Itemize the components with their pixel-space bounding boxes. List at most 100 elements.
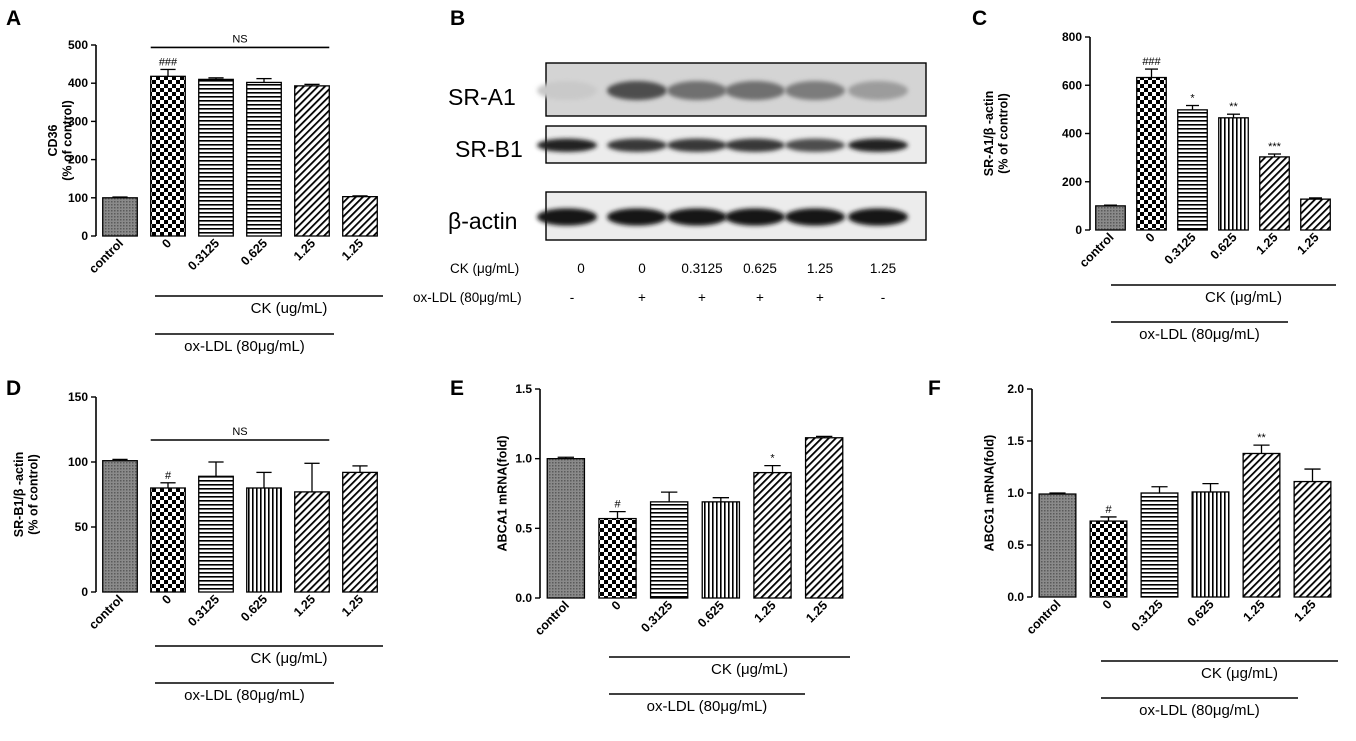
blot-band — [725, 138, 785, 152]
category-label: 1.25 — [752, 598, 779, 625]
category-label: 0 — [159, 236, 174, 251]
category-label: control — [532, 598, 572, 638]
y-axis-label: ABCA1 mRNA(fold) — [495, 436, 509, 552]
bar-0.3125 — [649, 501, 689, 599]
blot-oxldl-value: + — [638, 290, 646, 305]
blot-oxldl-value: + — [698, 290, 706, 305]
y-axis-label: CD36(% of control) — [46, 100, 74, 181]
bar-1.25 — [1259, 156, 1290, 231]
blot-row-label: SR-A1 — [448, 84, 516, 110]
y-tick-label: 0.0 — [1007, 590, 1024, 604]
significance-mark: ### — [159, 56, 178, 68]
y-tick-label: 50 — [75, 520, 89, 534]
bar-1.25 — [294, 491, 330, 593]
bar-1.25 — [294, 85, 330, 237]
group-label: ox-LDL (80μg/mL) — [647, 698, 768, 715]
blot-band — [667, 208, 727, 226]
bar-1.25 — [342, 196, 378, 237]
significance-mark: ** — [1257, 432, 1266, 444]
ns-bracket-label: NS — [232, 426, 247, 438]
significance-mark: # — [1105, 504, 1112, 516]
category-label: 0.3125 — [1162, 230, 1199, 267]
blot-band — [667, 138, 727, 152]
significance-mark: * — [1190, 93, 1195, 105]
panel-label-a: A — [6, 7, 21, 30]
panel-label-b: B — [450, 7, 465, 30]
y-tick-label: 1.0 — [515, 452, 532, 466]
category-label: 0.3125 — [1129, 597, 1166, 634]
blot-band — [537, 81, 597, 101]
y-axis-label: SR-A1/β -actin(% of control) — [982, 91, 1010, 176]
category-label: 0 — [609, 598, 624, 613]
category-label: 1.25 — [1292, 597, 1319, 624]
category-label: 1.25 — [1254, 230, 1281, 257]
blot-band — [537, 138, 597, 152]
panel-label-e: E — [450, 377, 464, 400]
bar-0.3125 — [198, 475, 234, 593]
group-label: ox-LDL (80μg/mL) — [1139, 702, 1260, 719]
chart-panel-f: 0.0 0.5 1.0 1.5 2.0 ABCG1 mRNA(fold) control #0… — [982, 382, 1338, 719]
category-label: 1.25 — [339, 592, 366, 619]
blot-ck-value: 0 — [638, 261, 646, 276]
significance-mark: ** — [1229, 101, 1238, 113]
category-label: 0.3125 — [185, 592, 222, 629]
y-tick-label: 1.5 — [1007, 434, 1024, 448]
category-label: 0 — [1100, 597, 1115, 612]
bar-0 — [598, 517, 637, 599]
category-label: 0.625 — [1185, 597, 1217, 629]
bar-0.625 — [1191, 491, 1230, 598]
blot-oxldl-value: - — [881, 290, 886, 305]
y-tick-label: 800 — [1062, 30, 1082, 44]
y-tick-label: 200 — [1062, 175, 1082, 189]
category-label: 0.625 — [1208, 230, 1240, 262]
group-label: CK (ug/mL) — [251, 300, 328, 317]
blot-oxldl-value: + — [756, 290, 764, 305]
group-label: ox-LDL (80μg/mL) — [184, 687, 305, 704]
chart-panel-d: 0 50 100 150 SR-B1/β -actin(% of control) con… — [12, 390, 383, 704]
blot-ck-value: 1.25 — [870, 261, 896, 276]
panel-label-c: C — [972, 7, 987, 30]
y-tick-label: 2.0 — [1007, 382, 1024, 396]
blot-band — [725, 208, 785, 226]
blot-band — [848, 208, 908, 226]
bar-0.3125 — [1140, 492, 1179, 598]
western-blot-panel-b: SR-A1 SR-B1 β-actin CK (μg/mL) 0 0 0.3125 0.625… — [413, 62, 927, 305]
bar-0.625 — [246, 81, 282, 237]
blot-oxldl-label: ox-LDL (80μg/mL) — [413, 290, 522, 305]
bar-0.3125 — [198, 78, 234, 237]
category-label: control — [1024, 597, 1064, 637]
blot-ck-value: 0.3125 — [681, 261, 722, 276]
bar-0 — [1089, 520, 1128, 598]
significance-mark: * — [770, 453, 775, 465]
y-tick-label: 1.5 — [515, 382, 532, 396]
blot-oxldl-value: + — [816, 290, 824, 305]
chart-panel-a: 0 100 200 300 400 500 CD36(% of control) contro… — [46, 33, 383, 355]
group-label: CK (μg/mL) — [251, 650, 328, 667]
y-tick-label: 100 — [68, 455, 88, 469]
bar-control — [546, 458, 586, 599]
blot-band — [848, 138, 908, 152]
blot-row-label: SR-B1 — [455, 136, 523, 162]
bar-0 — [150, 75, 186, 237]
category-label: control — [86, 236, 126, 276]
group-label: CK (μg/mL) — [711, 661, 788, 678]
chart-panel-e: 0.0 0.5 1.0 1.5 ABCA1 mRNA(fold) control #0 0.3… — [495, 382, 850, 715]
panel-label-d: D — [6, 377, 21, 400]
bar-0 — [1136, 76, 1167, 231]
significance-mark: # — [614, 499, 621, 511]
category-label: control — [86, 592, 126, 632]
blot-band — [785, 81, 845, 101]
category-label: 1.25 — [291, 592, 318, 619]
blot-band — [607, 138, 667, 152]
bar-control — [102, 197, 138, 237]
group-label: ox-LDL (80μg/mL) — [184, 338, 305, 355]
blot-band — [607, 81, 667, 101]
group-label: CK (μg/mL) — [1205, 289, 1282, 306]
category-label: 0.3125 — [185, 236, 222, 273]
category-label: 1.25 — [803, 598, 830, 625]
y-axis-label: ABCG1 mRNA(fold) — [982, 435, 996, 552]
category-label: 0 — [1143, 230, 1158, 245]
blot-band — [537, 208, 597, 226]
category-label: 0.3125 — [638, 598, 675, 635]
